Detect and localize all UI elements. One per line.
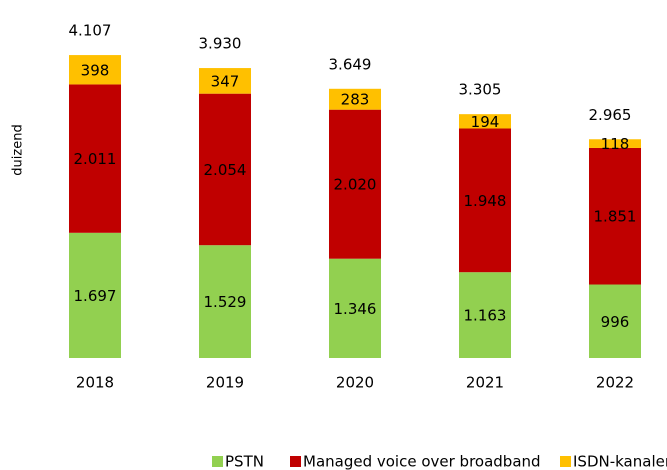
value-label: 1.851 bbox=[594, 208, 637, 226]
bar-segment bbox=[329, 88, 381, 110]
value-label: 347 bbox=[211, 72, 240, 90]
bar-segment bbox=[589, 147, 641, 285]
x-tick-label: 2018 bbox=[76, 374, 114, 392]
legend-label: PSTN bbox=[225, 453, 264, 470]
bar-segment bbox=[69, 55, 121, 85]
value-label: 2.054 bbox=[204, 161, 247, 179]
value-label: 1.163 bbox=[464, 307, 507, 325]
value-label: 398 bbox=[81, 61, 110, 79]
legend-swatch bbox=[560, 456, 571, 467]
x-tick-label: 2021 bbox=[466, 374, 504, 392]
bar-segment bbox=[199, 68, 251, 94]
bar-segment bbox=[69, 232, 121, 358]
x-tick-label: 2019 bbox=[206, 374, 244, 392]
total-label: 4.107 bbox=[69, 22, 112, 40]
bar-segment bbox=[329, 109, 381, 259]
bar-segment bbox=[459, 272, 511, 358]
y-axis-label: duizend bbox=[11, 124, 26, 175]
legend-label: Managed voice over broadband bbox=[303, 453, 541, 470]
total-label: 2.965 bbox=[589, 106, 632, 124]
total-label: 3.930 bbox=[199, 35, 242, 53]
value-label: 283 bbox=[341, 91, 370, 109]
legend-swatch bbox=[212, 456, 223, 467]
x-tick-label: 2022 bbox=[596, 374, 634, 392]
legend-label: ISDN-kanalen bbox=[573, 453, 667, 470]
value-label: 1.346 bbox=[334, 300, 377, 318]
x-tick-label: 2020 bbox=[336, 374, 374, 392]
bar-segment bbox=[459, 128, 511, 273]
bar-segment bbox=[589, 139, 641, 148]
value-label: 1.948 bbox=[464, 192, 507, 210]
value-label: 1.697 bbox=[74, 287, 117, 305]
bar-segment bbox=[589, 284, 641, 358]
total-label: 3.649 bbox=[329, 55, 372, 73]
bar-segment bbox=[69, 84, 121, 233]
bar-segment bbox=[329, 258, 381, 358]
value-label: 2.011 bbox=[74, 150, 117, 168]
value-label: 194 bbox=[471, 113, 500, 131]
bar-segment bbox=[199, 245, 251, 358]
bar-segment bbox=[459, 114, 511, 129]
value-label: 1.529 bbox=[204, 293, 247, 311]
bar-segment bbox=[199, 93, 251, 246]
value-label: 2.020 bbox=[334, 176, 377, 194]
legend-swatch bbox=[290, 456, 301, 467]
value-label: 996 bbox=[601, 313, 630, 331]
value-label: 118 bbox=[601, 135, 630, 153]
total-label: 3.305 bbox=[459, 81, 502, 99]
